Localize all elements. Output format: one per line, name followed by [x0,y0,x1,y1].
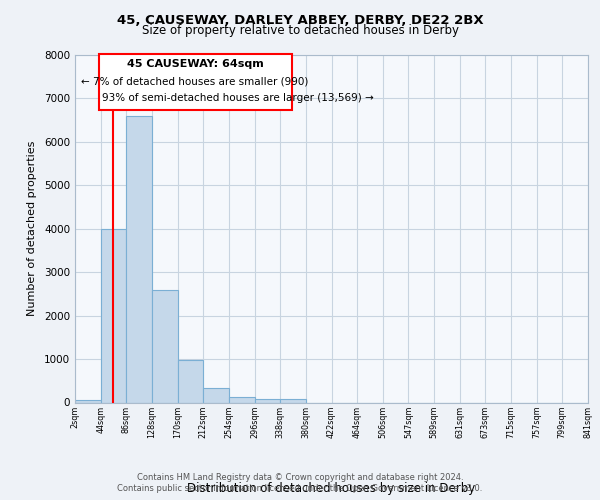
Text: 93% of semi-detached houses are larger (13,569) →: 93% of semi-detached houses are larger (… [103,93,374,103]
Bar [178,360,203,403]
Bar [127,116,152,403]
Bar [75,400,101,402]
Bar [203,388,229,402]
Bar [98,54,292,110]
Text: ← 7% of detached houses are smaller (990): ← 7% of detached houses are smaller (990… [82,76,309,86]
Text: Size of property relative to detached houses in Derby: Size of property relative to detached ho… [142,24,458,37]
Y-axis label: Number of detached properties: Number of detached properties [27,141,37,316]
Bar [254,399,280,402]
Bar [152,290,178,403]
Bar [101,229,127,402]
Text: 45, CAUSEWAY, DARLEY ABBEY, DERBY, DE22 2BX: 45, CAUSEWAY, DARLEY ABBEY, DERBY, DE22 … [116,14,484,27]
X-axis label: Distribution of detached houses by size in Derby: Distribution of detached houses by size … [187,482,476,496]
Text: Contains public sector information licensed under the Open Government Licence v3: Contains public sector information licen… [118,484,482,493]
Text: Contains HM Land Registry data © Crown copyright and database right 2024.: Contains HM Land Registry data © Crown c… [137,472,463,482]
Bar [280,399,306,402]
Text: 45 CAUSEWAY: 64sqm: 45 CAUSEWAY: 64sqm [127,60,263,70]
Bar [229,398,254,402]
